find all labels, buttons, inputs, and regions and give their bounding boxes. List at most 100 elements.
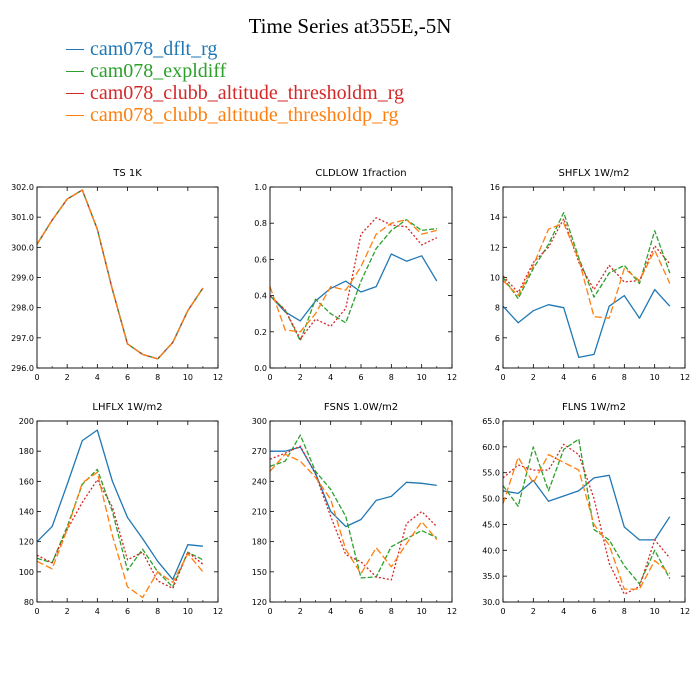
y-tick-label: 50.0 <box>482 495 500 504</box>
legend-item: cam078_clubb_altitude_thresholdm_rg <box>66 82 404 104</box>
x-tick-label: 2 <box>65 607 70 616</box>
legend-line-icon <box>66 114 84 116</box>
x-tick-label: 12 <box>447 373 457 382</box>
y-tick-label: 8 <box>495 304 500 313</box>
y-tick-label: 296.0 <box>11 364 34 373</box>
y-tick-label: 40.0 <box>482 546 500 555</box>
x-tick-label: 6 <box>358 607 363 616</box>
x-tick-label: 4 <box>561 607 566 616</box>
chart-panel: SHFLX 1W/m2 0 2 4 6 8 10 12 4 6 8 10 12 14 16 <box>490 168 690 382</box>
plot-frame <box>502 420 686 603</box>
y-tick-label: 12 <box>490 243 500 252</box>
legend-line-icon <box>66 70 84 72</box>
chart-title: LHFLX 1W/m2 <box>92 402 162 413</box>
legend-line-icon <box>66 92 84 94</box>
x-tick-label: 12 <box>213 373 223 382</box>
y-tick-label: 301.0 <box>11 213 34 222</box>
series-line <box>36 471 204 599</box>
series-line <box>502 222 671 319</box>
x-tick-label: 2 <box>531 607 536 616</box>
series-line <box>36 189 204 360</box>
plot-frame <box>502 186 686 369</box>
y-tick-label: 160 <box>19 477 34 486</box>
legend-label: cam078_clubb_altitude_thresholdp_rg <box>90 103 399 126</box>
y-tick-label: 240 <box>252 477 267 486</box>
series-line <box>502 211 671 300</box>
y-tick-label: 16 <box>490 183 500 192</box>
x-tick-label: 10 <box>650 607 660 616</box>
x-tick-label: 4 <box>328 373 333 382</box>
x-tick-label: 4 <box>95 373 100 382</box>
x-tick-label: 4 <box>561 373 566 382</box>
x-tick-label: 8 <box>622 373 627 382</box>
y-tick-label: 55.0 <box>482 469 500 478</box>
x-tick-label: 6 <box>125 607 130 616</box>
chart-title: CLDLOW 1fraction <box>315 168 406 179</box>
legend-item: cam078_dflt_rg <box>66 38 404 60</box>
series-line <box>269 453 438 575</box>
x-tick-label: 6 <box>358 373 363 382</box>
x-tick-label: 0 <box>500 373 505 382</box>
series-line <box>36 189 204 360</box>
legend-item: cam078_clubb_altitude_thresholdp_rg <box>66 104 404 126</box>
x-tick-label: 8 <box>155 373 160 382</box>
y-tick-label: 0.8 <box>254 219 267 228</box>
chart-panel: FSNS 1.0W/m2 0 2 4 6 8 10 12 120 150 180 210 240 270 3… <box>252 402 457 616</box>
x-tick-label: 12 <box>680 373 690 382</box>
y-tick-label: 4 <box>495 364 500 373</box>
x-tick-label: 2 <box>531 373 536 382</box>
y-tick-label: 150 <box>252 568 267 577</box>
y-tick-label: 100 <box>19 568 34 577</box>
x-tick-label: 10 <box>183 373 193 382</box>
x-tick-label: 10 <box>417 607 427 616</box>
x-tick-label: 0 <box>34 607 39 616</box>
y-tick-label: 45.0 <box>482 520 500 529</box>
plot-frame <box>36 420 219 603</box>
x-tick-label: 12 <box>213 607 223 616</box>
y-tick-label: 0.0 <box>254 364 267 373</box>
y-tick-label: 120 <box>252 598 267 607</box>
x-tick-label: 6 <box>125 373 130 382</box>
series-line <box>36 468 204 588</box>
x-tick-label: 2 <box>298 607 303 616</box>
y-tick-label: 120 <box>19 538 34 547</box>
y-tick-label: 14 <box>490 213 500 222</box>
legend-label: cam078_dflt_rg <box>90 37 218 60</box>
plot-frame <box>269 420 453 603</box>
series-line <box>36 189 204 360</box>
x-tick-label: 12 <box>447 607 457 616</box>
y-tick-label: 270 <box>252 447 267 456</box>
y-tick-label: 65.0 <box>482 417 500 426</box>
chart-title: SHFLX 1W/m2 <box>559 168 630 179</box>
legend-line-icon <box>66 48 84 50</box>
y-tick-label: 80 <box>24 598 34 607</box>
series-line <box>502 288 671 359</box>
series-line <box>269 218 437 342</box>
plot-frame <box>269 186 453 369</box>
legend: cam078_dflt_rg cam078_expldiff cam078_cl… <box>66 38 404 126</box>
x-tick-label: 8 <box>622 607 627 616</box>
y-tick-label: 140 <box>19 508 34 517</box>
series-line <box>502 218 671 294</box>
x-tick-label: 2 <box>65 373 70 382</box>
x-tick-label: 0 <box>267 607 272 616</box>
y-tick-label: 60.0 <box>482 443 500 452</box>
chart-panel: CLDLOW 1fraction 0 2 4 6 8 10 12 0.0 0.2 0.4 0.6 0.8… <box>254 168 457 382</box>
series-line <box>269 218 437 333</box>
series-line <box>270 446 437 528</box>
x-tick-label: 4 <box>95 607 100 616</box>
y-tick-label: 300.0 <box>11 243 34 252</box>
x-tick-label: 2 <box>298 373 303 382</box>
x-tick-label: 10 <box>417 373 427 382</box>
legend-label: cam078_clubb_altitude_thresholdm_rg <box>90 81 405 104</box>
chart-panel: TS 1K 0 2 4 6 8 10 12 296.0 297.0 298.0 299.0 300.0 3… <box>11 168 223 382</box>
legend-item: cam078_expldiff <box>66 60 404 82</box>
y-tick-label: 35.0 <box>482 572 500 581</box>
y-tick-label: 210 <box>252 508 267 517</box>
y-tick-label: 6 <box>495 334 500 343</box>
x-tick-label: 8 <box>155 607 160 616</box>
x-tick-label: 10 <box>183 607 193 616</box>
y-tick-label: 298.0 <box>11 304 34 313</box>
chart-panel: FLNS 1W/m2 0 2 4 6 8 10 12 30.0 35.0 40.0 45.0 50.0 5… <box>482 402 690 616</box>
